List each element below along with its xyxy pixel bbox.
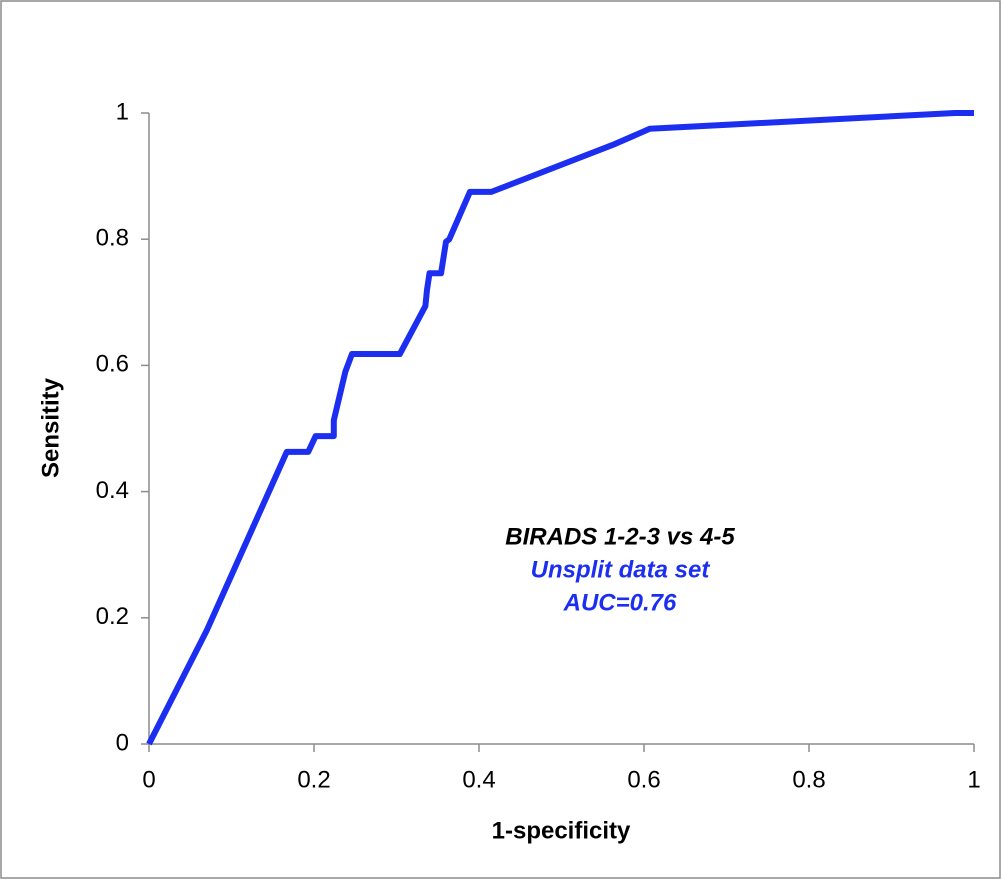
y-axis-title: Sensitity <box>37 377 64 478</box>
y-tick-label: 0.4 <box>96 477 129 504</box>
x-tick-label: 0.8 <box>792 766 825 793</box>
annotation: AUC=0.76 <box>563 589 677 616</box>
x-tick-label: 0 <box>142 766 155 793</box>
x-tick-label: 0.6 <box>627 766 660 793</box>
y-tick-label: 1 <box>116 98 129 125</box>
y-tick-label: 0.6 <box>96 351 129 378</box>
roc-line <box>146 110 974 746</box>
x-tick-label: 0.4 <box>462 766 495 793</box>
annotation: BIRADS 1-2-3 vs 4-5 <box>505 523 735 550</box>
x-tick-label: 1 <box>967 766 980 793</box>
y-tick-label: 0.8 <box>96 225 129 252</box>
x-axis-title: 1-specificity <box>492 817 631 844</box>
y-tick-label: 0.2 <box>96 603 129 630</box>
x-tick-label: 0.2 <box>297 766 330 793</box>
annotation: Unsplit data set <box>531 556 711 583</box>
y-tick-label: 0 <box>116 729 129 756</box>
